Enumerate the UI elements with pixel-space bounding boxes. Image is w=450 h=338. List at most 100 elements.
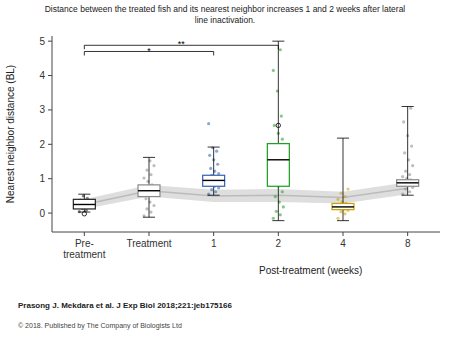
- x-tick-label: 1: [211, 238, 217, 249]
- x-tick: [84, 232, 85, 236]
- whisker-high: [84, 194, 85, 199]
- point: [282, 205, 285, 208]
- point: [411, 164, 414, 167]
- point: [273, 124, 276, 127]
- point: [149, 210, 152, 213]
- box: [332, 203, 354, 209]
- y-tick: [48, 144, 52, 145]
- point: [404, 187, 407, 190]
- title-line: line inactivation.: [195, 15, 255, 25]
- point: [404, 170, 407, 173]
- cap-low: [272, 220, 284, 221]
- whisker-low: [278, 186, 279, 220]
- whisker-high: [278, 41, 279, 143]
- box: [397, 180, 419, 187]
- median: [203, 180, 225, 181]
- point: [402, 120, 405, 123]
- x-tick: [407, 232, 408, 236]
- plot-area: [73, 41, 418, 220]
- whisker-low: [213, 186, 214, 195]
- cap-high: [208, 147, 220, 148]
- x-axis: [52, 232, 440, 233]
- cap-high: [78, 194, 90, 195]
- point: [410, 144, 413, 147]
- sig-label: **: [178, 39, 186, 49]
- x-tick-label-line: 1: [211, 238, 217, 249]
- point: [343, 195, 346, 198]
- point: [214, 190, 217, 193]
- box: [73, 199, 95, 209]
- point: [216, 163, 219, 166]
- y-tick: [48, 41, 52, 42]
- x-label: Post-treatment (weeks): [259, 265, 362, 276]
- point: [401, 175, 404, 178]
- whisker-high: [213, 147, 214, 175]
- point: [272, 217, 275, 220]
- x-tick-label: 8: [405, 238, 411, 249]
- control-ribbon: [84, 182, 407, 209]
- title-line: Distance between the treated fish and it…: [45, 4, 406, 14]
- cap-high: [143, 157, 155, 158]
- chart: Distance between the treated fish and it…: [0, 0, 450, 338]
- cap-low: [143, 217, 155, 218]
- x-tick-label-line: Pre-: [75, 238, 94, 249]
- x-tick-label-line: Treatment: [126, 238, 171, 249]
- x-tick: [213, 232, 214, 236]
- y-tick-label: 1: [39, 173, 45, 184]
- whisker-low: [149, 197, 150, 218]
- x-tick-label-line: 4: [340, 238, 346, 249]
- whisker-high: [343, 138, 344, 203]
- y-tick: [48, 109, 52, 110]
- point: [336, 217, 339, 220]
- median: [267, 159, 289, 160]
- whisker-low: [343, 210, 344, 221]
- point: [336, 198, 339, 201]
- point: [215, 150, 218, 153]
- x-tick-label: 4: [340, 238, 346, 249]
- whisker-high: [149, 157, 150, 185]
- point: [409, 107, 412, 110]
- box: [203, 175, 225, 186]
- point: [208, 154, 211, 157]
- point: [272, 69, 275, 72]
- point: [403, 151, 406, 154]
- point: [145, 207, 148, 210]
- y-tick-label: 0: [39, 208, 45, 219]
- point: [339, 210, 342, 213]
- y-axis: [52, 36, 53, 232]
- point: [152, 204, 155, 207]
- point: [339, 192, 342, 195]
- x-tick-label-line: 2: [276, 238, 282, 249]
- x-tick-label: 2: [276, 238, 282, 249]
- point: [145, 169, 148, 172]
- point: [408, 173, 411, 176]
- cap-high: [272, 41, 284, 42]
- point: [274, 195, 277, 198]
- outlier: [276, 123, 280, 127]
- point: [346, 187, 349, 190]
- x-tick: [343, 232, 344, 236]
- cap-high: [337, 138, 349, 139]
- cap-low: [402, 195, 414, 196]
- box: [138, 185, 160, 197]
- y-tick-label: 4: [39, 70, 45, 81]
- point: [279, 48, 282, 51]
- point: [209, 167, 212, 170]
- point: [207, 122, 210, 125]
- point: [280, 115, 283, 118]
- point: [281, 138, 284, 141]
- median: [332, 206, 354, 207]
- median: [138, 190, 160, 191]
- point: [144, 197, 147, 200]
- y-label: Nearest neighbor distance (BL): [5, 65, 16, 203]
- point: [343, 212, 346, 215]
- y-tick: [48, 213, 52, 214]
- title: Distance between the treated fish and it…: [45, 4, 406, 25]
- whisker-high: [407, 106, 408, 179]
- x-tick: [149, 232, 150, 236]
- x-tick-label: Pre-treatment: [63, 238, 105, 260]
- median: [73, 204, 95, 205]
- y-tick-label: 2: [39, 139, 45, 150]
- x-tick-label: Treatment: [126, 238, 171, 249]
- sig-label: *: [147, 46, 151, 56]
